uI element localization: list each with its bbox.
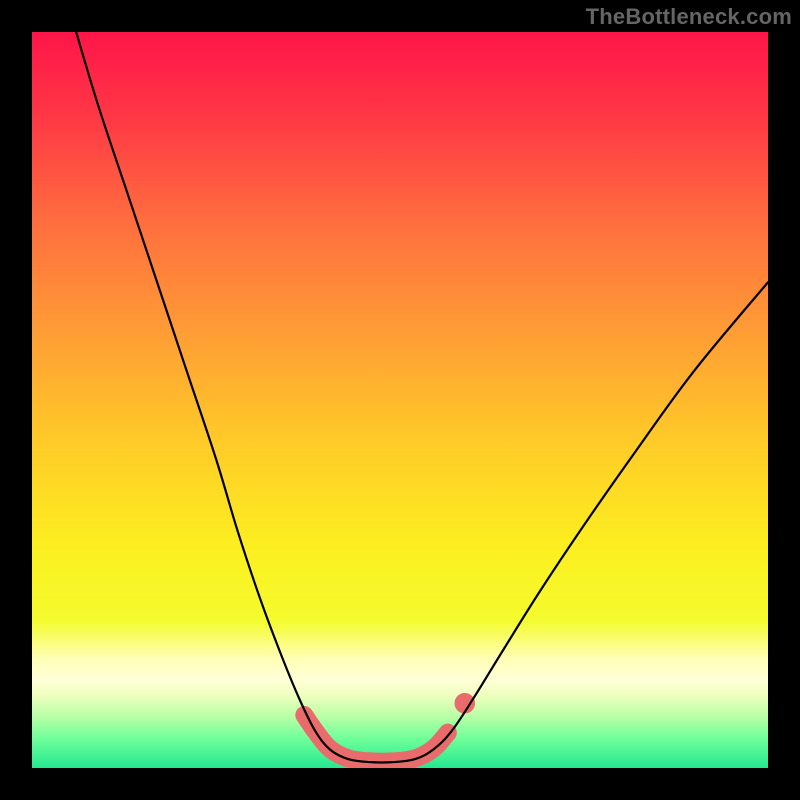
chart-svg [32, 32, 768, 768]
chart-frame: TheBottleneck.com [0, 0, 800, 800]
chart-background [32, 32, 768, 768]
watermark-text: TheBottleneck.com [586, 4, 792, 30]
plot-area [32, 32, 768, 768]
